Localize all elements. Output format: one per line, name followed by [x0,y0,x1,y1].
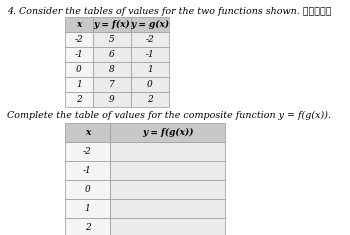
Text: 7: 7 [109,80,115,89]
Text: y = f(g(x)): y = f(g(x)) [142,128,193,137]
Bar [131,62,169,77]
Text: -2: -2 [146,35,154,44]
Bar [65,218,110,235]
Bar [65,123,110,142]
Text: 1: 1 [147,65,153,74]
Bar [131,47,169,62]
Text: -1: -1 [83,166,92,175]
Text: 1: 1 [76,80,82,89]
Text: 8: 8 [109,65,115,74]
Text: 2: 2 [147,95,153,104]
Text: y = g(x): y = g(x) [131,20,169,29]
Bar [131,17,169,32]
Bar [110,199,225,218]
Text: x: x [76,20,82,29]
Bar [65,17,93,32]
Bar [93,77,131,92]
Bar [131,92,169,107]
Bar [93,47,131,62]
Text: -1: -1 [75,50,83,59]
Text: 1: 1 [85,204,90,213]
Text: 9: 9 [109,95,115,104]
Bar [65,62,93,77]
Bar [110,161,225,180]
Bar [93,62,131,77]
Text: y = f(x): y = f(x) [94,20,130,29]
Bar [65,77,93,92]
Bar [131,77,169,92]
Text: -2: -2 [83,147,92,156]
Text: x: x [85,128,90,137]
Bar [110,180,225,199]
Bar [65,161,110,180]
Bar [93,92,131,107]
Bar [110,218,225,235]
Bar [65,142,110,161]
Bar [110,123,225,142]
Bar [93,17,131,32]
Bar [65,32,93,47]
Bar [65,180,110,199]
Bar [65,47,93,62]
Text: 0: 0 [76,65,82,74]
Text: 2: 2 [85,223,90,232]
Bar [110,142,225,161]
Text: 4. Consider the tables of values for the two functions shown. ✓✓✓✓✓: 4. Consider the tables of values for the… [7,7,331,16]
Bar [65,199,110,218]
Text: 0: 0 [85,185,90,194]
Text: 0: 0 [147,80,153,89]
Bar [131,32,169,47]
Text: 2: 2 [76,95,82,104]
Text: 5: 5 [109,35,115,44]
Text: Complete the table of values for the composite function y = f(g(x)).: Complete the table of values for the com… [7,111,331,120]
Bar [93,32,131,47]
Text: -1: -1 [146,50,154,59]
Text: -2: -2 [75,35,83,44]
Bar [65,92,93,107]
Text: 6: 6 [109,50,115,59]
